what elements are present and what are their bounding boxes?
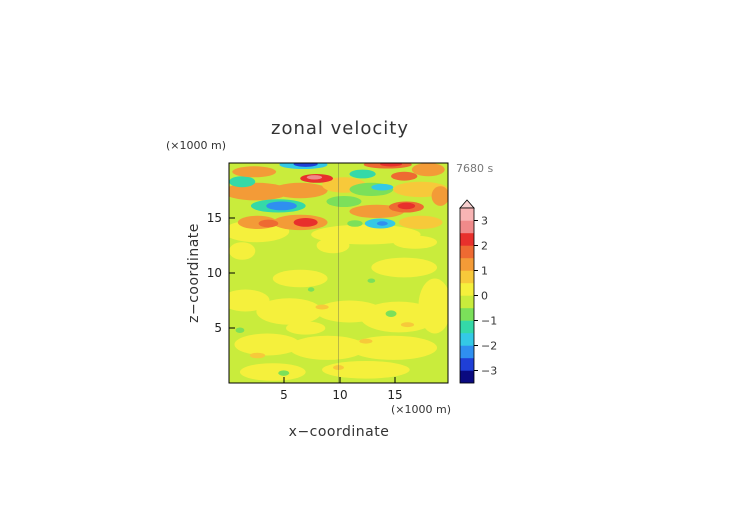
y-tick-label: 15	[207, 211, 222, 225]
colorbar-segment	[460, 345, 474, 359]
x-unit-label: (×1000 m)	[391, 403, 451, 416]
heatmap-cell	[400, 322, 415, 328]
heatmap-cell	[232, 166, 277, 178]
heatmap-cell	[326, 196, 362, 207]
x-axis-label: x−coordinate	[289, 424, 390, 440]
x-tick-label: 10	[332, 388, 347, 402]
colorbar-extend-arrow	[459, 199, 475, 209]
colorbar-segment	[460, 258, 474, 271]
x-axis: 5 10 15	[280, 377, 403, 402]
colorbar-segment	[460, 245, 474, 259]
heatmap-cell	[347, 220, 363, 227]
heatmap-cell	[306, 175, 323, 180]
colorbar-tick-label: 2	[481, 240, 488, 253]
heatmap-cell	[376, 221, 388, 226]
heatmap-cell	[229, 242, 256, 260]
heatmap-cell	[307, 287, 315, 292]
heatmap-cell	[285, 321, 326, 335]
y-axis: 5 10 15	[207, 211, 235, 335]
y-axis-label: z−coordinate	[186, 223, 202, 323]
heatmap-cell	[289, 335, 366, 360]
heatmap-cell	[398, 215, 443, 229]
heatmap-cell	[256, 298, 323, 325]
colorbar-tick-label: 3	[481, 215, 488, 228]
colorbar-segment	[460, 320, 474, 334]
heatmap-cell	[322, 361, 410, 379]
x-tick-label: 15	[387, 388, 402, 402]
heatmap-cell	[391, 171, 418, 181]
heatmap-cell	[349, 169, 376, 179]
colorbar-segment	[460, 270, 474, 284]
y-tick-label: 5	[214, 321, 222, 335]
heatmap-cell	[418, 278, 448, 334]
colorbar-segment	[460, 358, 474, 371]
colorbar-segment	[460, 220, 474, 234]
colorbar-segment	[460, 208, 474, 221]
colorbar-segment	[460, 233, 474, 246]
heatmap-cell	[411, 163, 445, 177]
colorbar: 3 2 1 0 −1 −2 −3	[459, 199, 497, 384]
heatmap-cell	[359, 338, 373, 344]
heatmap-cells	[229, 163, 448, 383]
heatmap-cell	[315, 304, 329, 310]
colorbar-tick-label: 0	[481, 290, 488, 303]
heatmap-cell	[235, 327, 245, 333]
heatmap-cell	[272, 182, 328, 199]
colorbar-segment	[460, 333, 474, 346]
heatmap-cell	[249, 352, 266, 359]
heatmap-cell	[293, 218, 318, 227]
heatmap-cell	[367, 278, 376, 283]
heatmap-cell	[431, 186, 448, 206]
heatmap-cell	[278, 370, 290, 376]
heatmap-cell	[229, 176, 256, 188]
chart-title: zonal velocity	[271, 118, 409, 139]
x-tick-label: 5	[280, 388, 288, 402]
heatmap-cell	[258, 219, 279, 228]
colorbar-segment	[460, 308, 474, 321]
y-tick-label: 10	[207, 266, 222, 280]
heatmap-cell	[272, 269, 328, 288]
heatmap-cell	[229, 182, 290, 201]
colorbar-tick-label: 1	[481, 265, 488, 278]
heatmap-cell	[360, 301, 438, 333]
colorbar-tick-label: −2	[481, 340, 497, 353]
heatmap-cell	[393, 235, 438, 249]
heatmap-cell	[293, 163, 318, 167]
heatmap-cell	[266, 201, 297, 211]
heatmap-cell	[234, 333, 301, 356]
heatmap-cell	[239, 363, 306, 381]
colorbar-segment	[460, 295, 474, 309]
colorbar-tick-label: −1	[481, 315, 497, 328]
heatmap-cell	[371, 257, 438, 278]
colorbar-segment	[460, 370, 474, 384]
time-label: 7680 s	[456, 162, 493, 175]
heatmap	[229, 163, 448, 383]
heatmap-cell	[385, 310, 397, 318]
heatmap-cell	[397, 202, 416, 210]
y-unit-label: (×1000 m)	[166, 139, 226, 152]
colorbar-tick-label: −3	[481, 365, 497, 378]
heatmap-cell	[371, 183, 394, 191]
colorbar-segment	[460, 283, 474, 296]
heatmap-cell	[380, 163, 403, 167]
